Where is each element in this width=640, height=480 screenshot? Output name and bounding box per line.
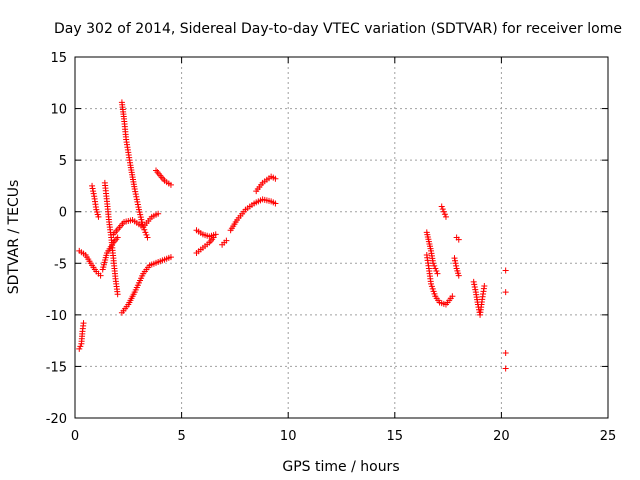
data-point [155, 210, 162, 217]
x-tick-label: 20 [493, 429, 510, 444]
data-point [135, 206, 142, 213]
data-point [431, 262, 438, 269]
data-point [449, 293, 456, 300]
data-point [502, 365, 509, 372]
data-point [136, 209, 143, 216]
y-tick-label: -5 [54, 257, 67, 272]
data-point [472, 286, 479, 293]
data-point [452, 257, 459, 264]
data-point [131, 186, 138, 193]
data-point [144, 234, 151, 241]
data-point [90, 190, 97, 197]
data-point [451, 255, 458, 262]
data-point [212, 231, 219, 238]
chart-title: Day 302 of 2014, Sidereal Day-to-day VTE… [54, 21, 622, 37]
data-point [132, 188, 139, 195]
data-point [439, 206, 446, 213]
grid-lines [75, 57, 608, 418]
y-tick-label: -10 [46, 309, 67, 324]
y-tick-label: 5 [59, 154, 67, 169]
data-point [455, 272, 462, 279]
data-point [132, 191, 139, 198]
data-point [167, 254, 174, 261]
data-point [134, 198, 141, 205]
data-point [442, 213, 449, 220]
data-point [139, 219, 146, 226]
y-tick-labels: -20 -15 -10 -5 0 5 10 15 [46, 51, 67, 427]
plot-frame [74, 56, 609, 419]
data-point [76, 345, 83, 352]
data-point [142, 229, 149, 236]
data-point [95, 213, 102, 220]
data-point [452, 260, 459, 267]
data-point [90, 188, 97, 195]
y-axis-label: SDTVAR / TECUs [6, 180, 22, 295]
y-tick-label: -20 [46, 412, 67, 427]
data-point [502, 289, 509, 296]
data-point [141, 226, 148, 233]
data-point [133, 196, 140, 203]
y-tick-label: 10 [50, 103, 67, 118]
data-point [440, 208, 447, 215]
x-tick-label: 10 [280, 429, 297, 444]
data-point [432, 265, 439, 272]
data-point [77, 343, 84, 350]
data-point [137, 211, 144, 218]
data-point [502, 350, 509, 357]
axis-ticks [74, 56, 609, 419]
data-point [471, 284, 478, 291]
data-point [114, 291, 121, 298]
data-point [455, 236, 462, 243]
data-point [80, 320, 87, 327]
data-point [167, 181, 174, 188]
x-tick-labels: 0 5 10 15 20 25 [71, 429, 616, 444]
data-point [143, 231, 150, 238]
data-point [89, 182, 96, 189]
data-points [76, 99, 509, 372]
x-axis-label: GPS time / hours [282, 459, 399, 475]
data-point [89, 185, 96, 192]
data-point [223, 237, 230, 244]
y-tick-label: 0 [59, 206, 67, 221]
data-point [438, 203, 445, 210]
data-point [134, 201, 141, 208]
data-point [272, 175, 279, 182]
data-point [114, 234, 121, 241]
y-tick-label: -15 [46, 360, 67, 375]
data-point [138, 216, 145, 223]
data-point [453, 262, 460, 269]
data-point [434, 270, 441, 277]
x-tick-label: 0 [71, 429, 79, 444]
data-point [135, 204, 142, 211]
data-point [97, 272, 104, 279]
x-tick-label: 15 [387, 429, 404, 444]
x-tick-label: 25 [600, 429, 617, 444]
data-point [433, 268, 440, 275]
data-point [502, 267, 509, 274]
data-point [430, 260, 437, 267]
data-point [133, 193, 140, 200]
data-point [481, 282, 488, 289]
data-point [272, 200, 279, 207]
data-point [441, 211, 448, 218]
data-point [470, 278, 477, 285]
y-tick-label: 15 [50, 51, 67, 66]
data-point [471, 281, 478, 288]
data-point [137, 214, 144, 221]
x-tick-label: 5 [177, 429, 185, 444]
